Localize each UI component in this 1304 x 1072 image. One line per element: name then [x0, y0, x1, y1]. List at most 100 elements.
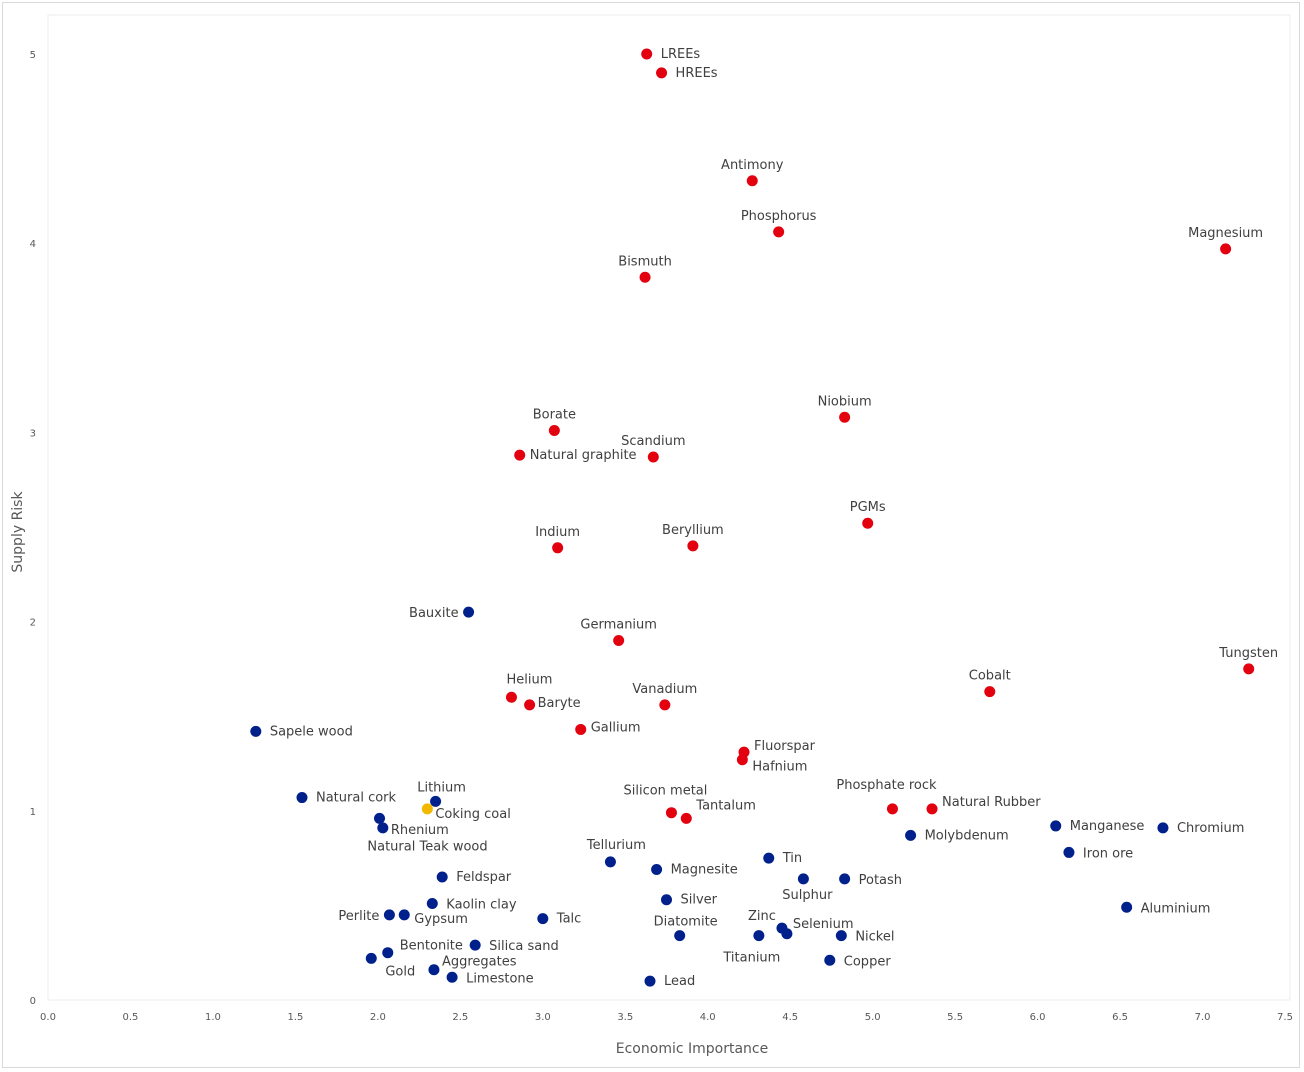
- data-point: [537, 913, 549, 925]
- y-tick-label: 1: [30, 807, 36, 818]
- x-tick-label: 2.5: [452, 1012, 468, 1023]
- point-label: Potash: [859, 873, 902, 888]
- point-label: Natural cork: [316, 791, 397, 806]
- point-label: Molybdenum: [925, 828, 1009, 843]
- data-point: [1121, 901, 1133, 913]
- x-tick-label: 5.5: [947, 1012, 963, 1023]
- data-point: [641, 48, 653, 60]
- data-point: [613, 635, 625, 647]
- point-label: Bauxite: [409, 606, 459, 621]
- point-label: Beryllium: [662, 523, 724, 538]
- point-label: HREEs: [676, 66, 718, 81]
- data-point: [862, 517, 874, 529]
- point-label: Fluorspar: [754, 739, 816, 754]
- data-point: [365, 952, 377, 964]
- x-tick-label: 4.0: [700, 1012, 716, 1023]
- data-point: [1220, 243, 1232, 255]
- point-label: Magnesium: [1188, 226, 1263, 241]
- point-label: Borate: [533, 408, 576, 423]
- y-axis-title: Supply Risk: [10, 491, 26, 573]
- point-label: Scandium: [621, 434, 685, 449]
- data-point: [1157, 822, 1169, 834]
- data-point: [469, 939, 481, 951]
- data-point: [773, 226, 785, 238]
- data-point: [886, 803, 898, 815]
- data-point: [1063, 846, 1075, 858]
- point-label: Silicon metal: [623, 784, 707, 799]
- data-point: [781, 928, 793, 940]
- point-label: Germanium: [580, 618, 657, 633]
- data-point: [824, 954, 836, 966]
- y-tick-label: 2: [30, 618, 36, 629]
- point-label: Lithium: [417, 780, 466, 795]
- data-point: [296, 792, 308, 804]
- point-label: Kaolin clay: [446, 898, 517, 913]
- data-point: [680, 812, 692, 824]
- point-label: Gallium: [591, 720, 641, 735]
- point-label: Natural graphite: [530, 448, 637, 463]
- point-label: Natural Rubber: [942, 795, 1041, 810]
- point-label: Natural Teak wood: [367, 839, 487, 854]
- point-label: Titanium: [722, 951, 780, 966]
- data-point: [382, 947, 394, 959]
- point-label: Chromium: [1177, 821, 1245, 836]
- x-tick-label: 6.5: [1112, 1012, 1128, 1023]
- point-label: Hafnium: [752, 760, 807, 775]
- point-label: Phosphate rock: [836, 778, 937, 793]
- x-tick-label: 4.5: [782, 1012, 798, 1023]
- point-label: Zinc: [748, 909, 776, 924]
- point-label: Gold: [385, 964, 415, 979]
- data-point: [651, 863, 663, 875]
- point-label: Talc: [556, 912, 582, 927]
- data-point: [377, 822, 389, 834]
- data-point: [604, 856, 616, 868]
- point-label: Baryte: [538, 696, 581, 711]
- x-tick-label: 0.5: [123, 1012, 139, 1023]
- data-point: [374, 812, 386, 824]
- data-point: [659, 699, 671, 711]
- x-tick-label: 3.5: [617, 1012, 633, 1023]
- plot-area: [47, 14, 1291, 1001]
- point-label: Copper: [844, 954, 892, 969]
- point-label: Vanadium: [632, 682, 697, 697]
- x-tick-label: 2.0: [370, 1012, 386, 1023]
- data-point: [383, 909, 395, 921]
- point-label: Bentonite: [400, 939, 463, 954]
- y-tick-label: 4: [30, 239, 36, 250]
- data-point: [505, 691, 517, 703]
- point-label: Diatomite: [654, 915, 718, 930]
- x-tick-label: 7.0: [1195, 1012, 1211, 1023]
- data-point: [746, 175, 758, 187]
- point-label: Tin: [782, 851, 802, 866]
- data-point: [426, 898, 438, 910]
- point-label: Helium: [507, 672, 553, 687]
- point-label: Tantalum: [695, 798, 756, 813]
- x-tick-label: 6.0: [1030, 1012, 1046, 1023]
- data-point: [753, 930, 765, 942]
- data-point: [763, 852, 775, 864]
- data-point: [674, 930, 686, 942]
- point-label: Aggregates: [442, 955, 517, 970]
- point-label: Rhenium: [391, 823, 449, 838]
- x-tick-label: 3.0: [535, 1012, 551, 1023]
- data-point: [639, 271, 651, 283]
- point-label: Antimony: [721, 158, 784, 173]
- points: LREEs HREEs Antimony Phosphorus Magnesium Bis…: [250, 47, 1278, 989]
- point-label: Manganese: [1070, 819, 1145, 834]
- x-tick-label: 5.0: [865, 1012, 881, 1023]
- data-point: [647, 451, 659, 463]
- data-point: [984, 686, 996, 698]
- point-label: Cobalt: [969, 669, 1011, 684]
- data-point: [421, 803, 433, 815]
- point-label: Tellurium: [586, 838, 646, 853]
- data-point: [548, 425, 560, 437]
- data-point: [524, 699, 536, 711]
- data-point: [926, 803, 938, 815]
- data-point: [839, 411, 851, 423]
- data-point: [250, 725, 262, 737]
- data-point: [797, 873, 809, 885]
- point-label: Gypsum: [414, 912, 468, 927]
- y-tick-label: 0: [30, 996, 36, 1007]
- point-label: Indium: [535, 525, 580, 540]
